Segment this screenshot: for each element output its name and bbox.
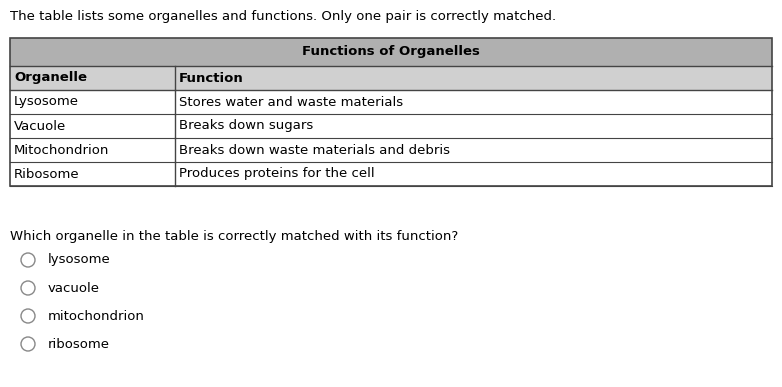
Text: Lysosome: Lysosome bbox=[14, 96, 79, 108]
Bar bbox=[10, 38, 772, 66]
Bar bbox=[10, 162, 772, 186]
Bar bbox=[10, 90, 772, 114]
Text: Mitochondrion: Mitochondrion bbox=[14, 144, 109, 156]
Text: Function: Function bbox=[179, 72, 244, 84]
Text: lysosome: lysosome bbox=[48, 253, 111, 267]
Text: ribosome: ribosome bbox=[48, 337, 110, 351]
Text: vacuole: vacuole bbox=[48, 281, 100, 295]
Text: The table lists some organelles and functions. Only one pair is correctly matche: The table lists some organelles and func… bbox=[10, 10, 556, 23]
Text: mitochondrion: mitochondrion bbox=[48, 310, 145, 322]
Text: Breaks down waste materials and debris: Breaks down waste materials and debris bbox=[179, 144, 450, 156]
Text: Functions of Organelles: Functions of Organelles bbox=[302, 46, 480, 58]
Bar bbox=[10, 114, 772, 138]
Text: Stores water and waste materials: Stores water and waste materials bbox=[179, 96, 404, 108]
Text: Which organelle in the table is correctly matched with its function?: Which organelle in the table is correctl… bbox=[10, 230, 458, 243]
Text: Organelle: Organelle bbox=[14, 72, 87, 84]
Text: Vacuole: Vacuole bbox=[14, 120, 66, 132]
Bar bbox=[10, 66, 772, 90]
Text: Produces proteins for the cell: Produces proteins for the cell bbox=[179, 168, 375, 180]
Bar bbox=[10, 138, 772, 162]
Text: Ribosome: Ribosome bbox=[14, 168, 80, 180]
Text: Breaks down sugars: Breaks down sugars bbox=[179, 120, 314, 132]
Bar bbox=[10, 38, 772, 186]
